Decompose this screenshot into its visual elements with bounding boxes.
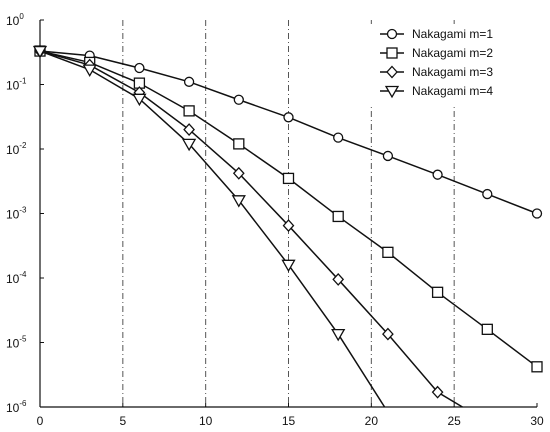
data-point-s4-1 <box>82 64 97 77</box>
data-point-s1-9 <box>482 188 493 200</box>
legend-label-1: Nakagami m=1 <box>412 27 493 41</box>
series-4 <box>32 45 386 408</box>
y-tick-label-6: 10-6 <box>6 399 27 415</box>
legend-item-2: Nakagami m=2 <box>380 46 493 60</box>
legend-label-2: Nakagami m=2 <box>412 46 493 60</box>
data-point-s3-5 <box>282 219 295 233</box>
data-point-s2-8 <box>431 286 444 298</box>
data-point-s1-7 <box>382 150 394 162</box>
data-point-s2-7 <box>382 246 394 258</box>
legend-item-4: Nakagami m=4 <box>380 84 493 99</box>
data-point-s1-10 <box>531 208 543 219</box>
series-line-3 <box>39 50 463 408</box>
data-point-s3-6 <box>332 272 345 286</box>
axes: 0 5 10 15 20 25 30 100 10-1 10-2 10-3 10-4 10-5 10-6 <box>6 12 544 428</box>
data-point-s4-0 <box>32 45 48 59</box>
data-point-s2-9 <box>481 323 493 335</box>
legend-marker-1 <box>386 28 398 40</box>
data-point-s1-2 <box>134 62 145 74</box>
data-point-s4-2 <box>132 93 147 107</box>
data-point-s3-7 <box>382 327 394 341</box>
data-point-s3-4 <box>232 166 245 180</box>
x-tick-label-4: 20 <box>365 414 379 428</box>
data-point-s4-5 <box>281 259 296 273</box>
legend-label-3: Nakagami m=3 <box>412 65 493 79</box>
data-point-s1-4 <box>233 94 244 105</box>
data-point-s4-4 <box>231 195 246 208</box>
legend-item-3: Nakagami m=3 <box>380 65 493 79</box>
data-point-s2-3 <box>183 105 195 117</box>
series-line-4 <box>39 50 386 408</box>
data-point-s1-6 <box>333 132 344 143</box>
legend-marker-4 <box>384 85 400 99</box>
x-tick-label-6: 30 <box>530 414 544 428</box>
data-point-s2-6 <box>332 210 344 223</box>
data-point-s1-5 <box>283 112 294 123</box>
y-tick-label-5: 10-5 <box>6 335 27 351</box>
legend-marker-3 <box>386 65 398 79</box>
x-tick-label-3: 15 <box>282 414 296 428</box>
y-tick-label-4: 10-4 <box>6 270 27 286</box>
legend-marker-2 <box>386 47 398 59</box>
data-point-s2-10 <box>531 361 543 373</box>
data-point-s2-4 <box>233 138 245 150</box>
y-tick-label-2: 10-2 <box>6 141 27 157</box>
y-tick-label-0: 100 <box>6 12 24 28</box>
data-point-s4-6 <box>331 328 346 342</box>
y-tick-label-3: 10-3 <box>6 206 27 222</box>
data-point-s3-8 <box>431 385 444 399</box>
data-point-s1-3 <box>183 76 195 87</box>
data-series <box>32 44 543 408</box>
legend: Nakagami m=1 Nakagami m=2 Nakagami m=3 Naka… <box>368 24 536 104</box>
data-point-s2-5 <box>282 172 295 185</box>
x-tick-label-1: 5 <box>119 414 126 428</box>
x-tick-label-0: 0 <box>37 414 44 428</box>
data-point-s3-3 <box>183 123 195 137</box>
y-tick-label-1: 10-1 <box>6 77 27 93</box>
x-tick-label-2: 10 <box>199 414 213 428</box>
data-point-s1-8 <box>432 169 443 180</box>
x-tick-label-5: 25 <box>447 414 461 428</box>
data-point-s4-3 <box>181 138 197 152</box>
legend-item-1: Nakagami m=1 <box>380 27 493 41</box>
legend-label-4: Nakagami m=4 <box>412 84 493 98</box>
